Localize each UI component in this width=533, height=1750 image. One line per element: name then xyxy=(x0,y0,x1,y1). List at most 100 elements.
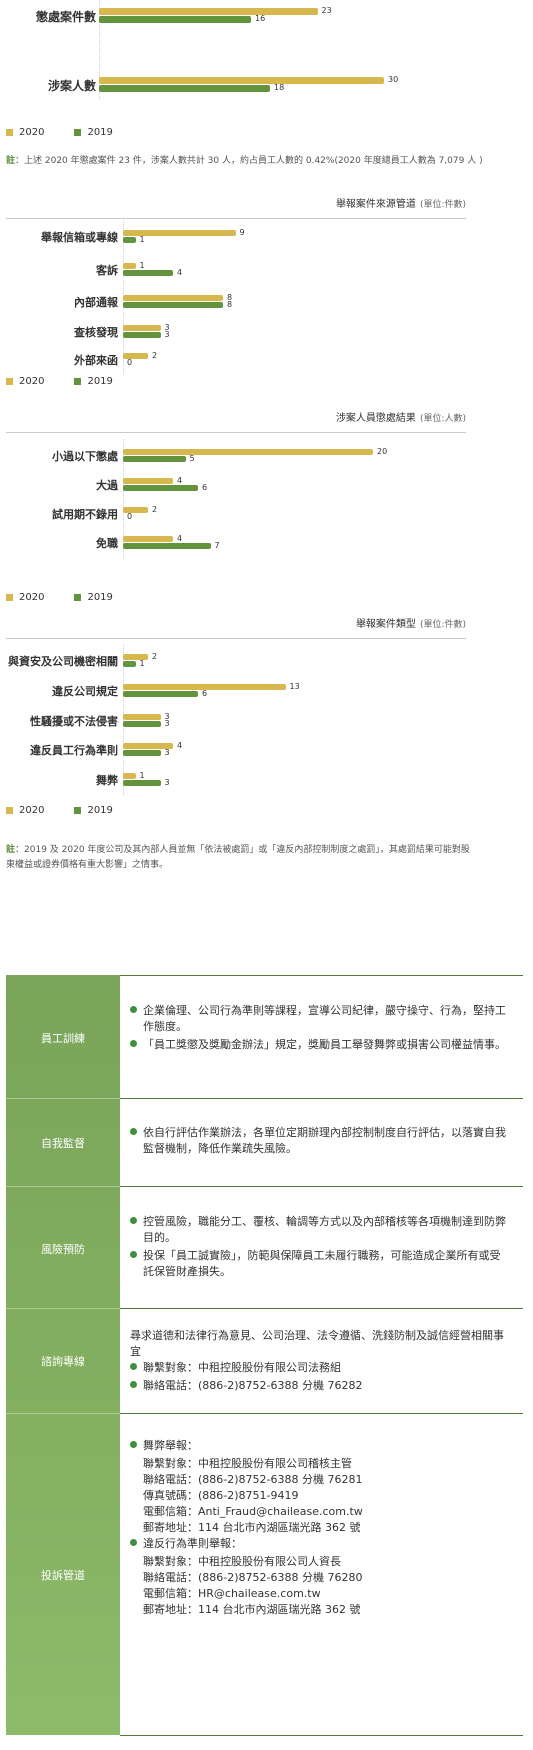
data-label: 1 xyxy=(139,261,145,270)
bullet-icon xyxy=(130,1441,137,1448)
bullet-icon xyxy=(130,1006,137,1013)
email-link[interactable]: 電郵信箱：Anti_Fraud@chailease.com.tw xyxy=(143,1505,363,1518)
contact-line: 聯絡電話：(886-2)8752-6388 分機 76281 xyxy=(143,1473,363,1486)
category-label: 外部來函 xyxy=(74,354,118,367)
list-item: 投保「員工誠實險」，防範與保障員工未履行職務，可能造成企業所有或受託保管財產損失… xyxy=(130,1248,510,1280)
legend-swatch xyxy=(74,377,82,385)
legend-label: 2019 xyxy=(87,592,113,603)
category-label: 違反員工行為準則 xyxy=(30,744,118,757)
contact-line: 郵寄地址：114 台北市內湖區瑞光路 362 號 xyxy=(143,1603,361,1616)
row-divider xyxy=(6,1186,120,1187)
legend-item: 2019 xyxy=(74,127,113,138)
bar-2020-1 xyxy=(123,684,286,690)
data-label: 0 xyxy=(127,512,133,521)
data-label: 13 xyxy=(289,682,300,691)
data-label: 18 xyxy=(274,83,285,92)
note-2: 註：2019 及 2020 年度公司及其內部人員並無「依法被處罰」或「違反內部控… xyxy=(6,843,476,873)
data-label: 3 xyxy=(164,778,170,787)
bullet-icon xyxy=(130,1251,137,1258)
data-label: 2 xyxy=(152,351,158,360)
contact-line: 聯繫對象：中租控股股份有限公司稽核主管 xyxy=(143,1457,352,1470)
bar-2020-2 xyxy=(123,507,148,513)
legend-label: 2019 xyxy=(87,805,113,816)
legend-label: 2020 xyxy=(19,127,45,138)
bar-2020-1 xyxy=(99,77,384,84)
legend-label: 2020 xyxy=(19,592,45,603)
note-1-text: ：上述 2020 年懲處案件 23 件，涉案人數共計 30 人，約占員工人數的 … xyxy=(15,156,483,166)
category-label: 與資安及公司機密相關 xyxy=(8,655,118,668)
bullet-icon xyxy=(130,1381,137,1388)
row-divider xyxy=(120,1735,523,1736)
bar-2020-1 xyxy=(123,263,136,269)
data-label: 8 xyxy=(227,300,233,309)
chart-title-text: 舉報案件來源管道 xyxy=(335,199,416,210)
data-label: 2 xyxy=(152,505,158,514)
list-item: 違反行為準則舉報： xyxy=(130,1536,510,1552)
bar-2020-3 xyxy=(123,743,173,749)
bar-2019-2 xyxy=(123,302,223,308)
anti-fraud-measures-table: 員工訓練 企業倫理、公司行為準則等課程，宣導公司紀律，嚴守操守、行為，堅持工作態… xyxy=(6,975,523,1736)
legend-item: 2019 xyxy=(74,805,113,816)
data-label: 0 xyxy=(127,358,133,367)
bullet-icon xyxy=(130,1040,137,1047)
list-item: 控管風險，職能分工、覆核、輪調等方式以及內部稽核等各項機制達到防弊目的。 xyxy=(130,1214,510,1246)
list-item: 聯絡電話：(886-2)8752-6388 分機 76282 xyxy=(130,1378,510,1394)
category-label: 舞弊 xyxy=(96,774,118,787)
chart-legend: 2020 2019 xyxy=(6,592,143,603)
data-label: 2 xyxy=(152,652,158,661)
data-label: 4 xyxy=(177,534,183,543)
data-label: 3 xyxy=(164,330,170,339)
category-label: 大過 xyxy=(96,479,118,492)
legend-item: 2020 xyxy=(6,376,44,387)
category-label: 小過以下懲處 xyxy=(52,450,118,463)
chart-baseline xyxy=(123,439,124,558)
legend-swatch xyxy=(6,806,13,814)
bar-2019-3 xyxy=(123,750,161,756)
list-item: 企業倫理、公司行為準則等課程，宣導公司紀律，嚴守操守、行為，堅持工作態度。 xyxy=(130,1003,510,1035)
chart-title: 舉報案件類型 (單位:件數) xyxy=(0,615,466,630)
chart-top-rule xyxy=(6,432,466,433)
bar-2019-1 xyxy=(123,691,198,697)
bar-2019-4 xyxy=(123,780,161,786)
bar-2019-2 xyxy=(123,721,161,727)
note-1: 註：上述 2020 年懲處案件 23 件，涉案人數共計 30 人，約占員工人數的… xyxy=(6,154,526,169)
bullet-icon xyxy=(130,1539,137,1546)
legend-item: 2020 xyxy=(6,127,44,138)
data-label: 6 xyxy=(202,689,208,698)
chart-unit: (單位:人數) xyxy=(419,414,466,424)
bar-2020-3 xyxy=(123,536,173,542)
chart-legend: 2020 2019 xyxy=(6,376,143,387)
bar-2019-3 xyxy=(123,332,161,338)
legend-label: 2020 xyxy=(19,805,45,816)
row-divider xyxy=(120,975,523,976)
data-label: 3 xyxy=(164,748,170,757)
contact-line: 聯繫對象：中租控股股份有限公司人資長 xyxy=(143,1555,341,1568)
row-label-training: 員工訓練 xyxy=(41,1032,85,1045)
row-divider xyxy=(120,1308,523,1309)
data-label: 4 xyxy=(177,268,183,277)
data-label: 8 xyxy=(227,293,233,302)
legend-item: 2019 xyxy=(74,376,113,387)
bar-2019-0 xyxy=(123,456,186,462)
bar-2020-0 xyxy=(123,654,148,660)
bullet-icon xyxy=(130,1363,137,1370)
data-label: 5 xyxy=(189,454,195,463)
data-label: 6 xyxy=(202,483,208,492)
data-label: 30 xyxy=(388,75,399,84)
category-label: 涉案人數 xyxy=(47,79,96,93)
category-label: 懲處案件數 xyxy=(35,10,96,24)
bar-2020-3 xyxy=(123,325,161,331)
row-divider xyxy=(6,1098,120,1099)
consult-intro: 尋求道德和法律行為意見、公司治理、法令遵循、洗錢防制及誠信經營相關事宜 xyxy=(130,1329,504,1358)
bullet-icon xyxy=(130,1217,137,1224)
row-divider xyxy=(120,1098,523,1099)
row-label-self-supervision: 自我監督 xyxy=(41,1137,85,1150)
row-label-complaint-channel: 投訴管道 xyxy=(41,1569,85,1582)
data-label: 3 xyxy=(164,719,170,728)
contact-line: 郵寄地址：114 台北市內湖區瑞光路 362 號 xyxy=(143,1521,361,1534)
legend-swatch xyxy=(74,806,82,814)
data-label: 20 xyxy=(377,447,388,456)
table-label-column xyxy=(6,975,120,1735)
email-link[interactable]: 電郵信箱：HR@chailease.com.tw xyxy=(143,1587,321,1600)
bar-2019-0 xyxy=(123,237,136,243)
